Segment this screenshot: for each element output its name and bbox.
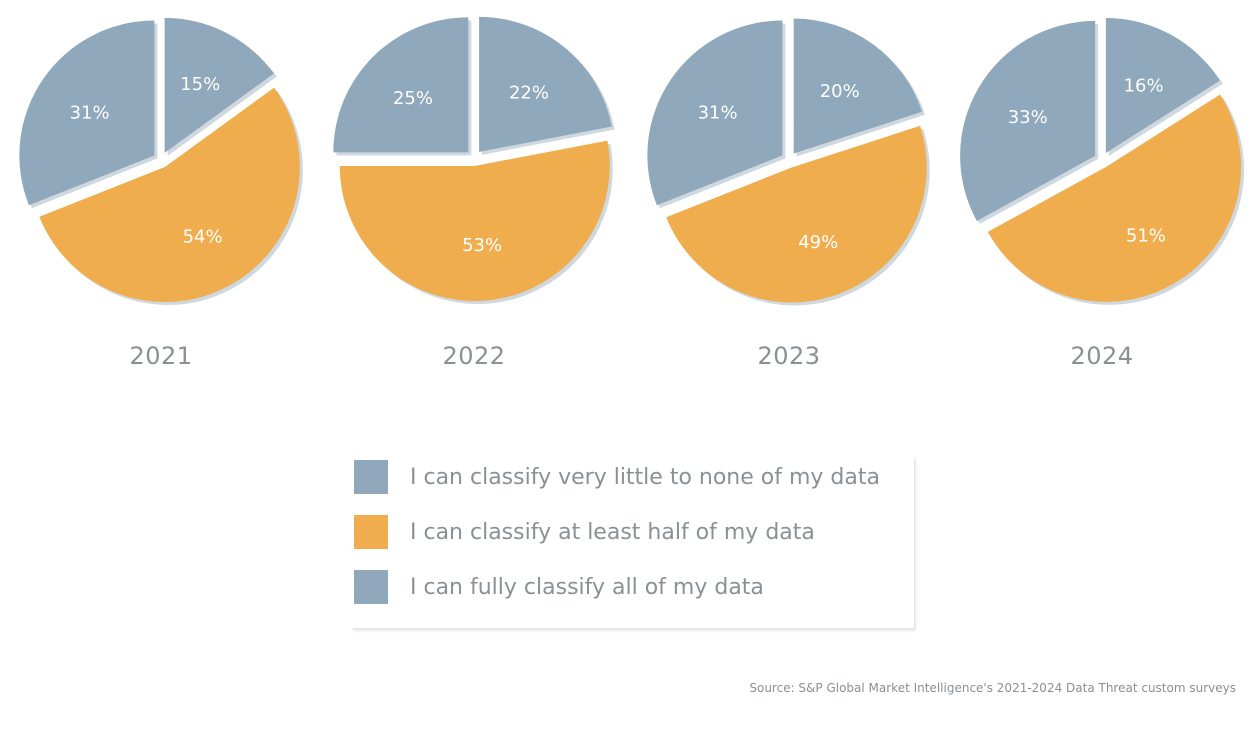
slice-label-2023-fully: 20% [820, 81, 860, 102]
pie-chart-2022: 22% 53% 25% [333, 16, 615, 304]
source-note: Source: S&P Global Market Intelligence's… [749, 681, 1236, 695]
pie-chart-2024: 16% 51% 33% [960, 17, 1245, 305]
pie-slice-2022-fully [479, 16, 612, 152]
legend-label-fully: I can fully classify all of my data [410, 574, 764, 600]
pie-slice-2021-fully [164, 17, 274, 153]
slice-label-2021-half: 54% [183, 227, 223, 248]
legend-swatch-fully [354, 570, 388, 604]
pie-chart-2023: 20% 49% 31% [647, 18, 930, 306]
pie-slice-2024-fully [1105, 17, 1220, 153]
slice-label-2023-half: 49% [798, 232, 838, 253]
legend-item-fully: I can fully classify all of my data [354, 570, 764, 604]
pie-slice-2023-fully [793, 18, 923, 154]
legend-swatch-at-least-half [354, 515, 388, 549]
pie-slice-2024-little [960, 20, 1096, 221]
pie-slice-2021-half [39, 87, 300, 302]
legend-item-at-least-half: I can classify at least half of my data [354, 515, 815, 549]
slice-label-2022-half: 53% [462, 235, 502, 256]
pie-charts: 15% 54% 31% 22% 53% 25% 20% 49% 31% 16% 51% 33% [19, 16, 1245, 306]
slice-label-2023-little: 31% [698, 103, 738, 124]
slice-label-2024-fully: 16% [1124, 75, 1164, 96]
pie-slice-2023-half [666, 125, 927, 303]
slice-label-2024-half: 51% [1126, 225, 1166, 246]
pie-chart-2021: 15% 54% 31% [19, 17, 303, 305]
pie-slice-2023-little [647, 20, 783, 206]
year-label-2023: 2023 [757, 342, 821, 370]
pie-slice-2022-little [333, 17, 469, 153]
legend-label-very-little: I can classify very little to none of my… [410, 464, 880, 490]
legend-label-at-least-half: I can classify at least half of my data [410, 519, 815, 545]
slice-label-2022-little: 25% [393, 88, 433, 109]
year-label-2021: 2021 [129, 342, 193, 370]
legend: I can classify very little to none of my… [352, 458, 915, 629]
legend-item-very-little: I can classify very little to none of my… [354, 460, 880, 494]
legend-swatch-very-little [354, 460, 388, 494]
year-label-2022: 2022 [442, 342, 506, 370]
pie-slice-2021-little [19, 20, 155, 206]
year-label-2024: 2024 [1070, 342, 1134, 370]
slice-label-2021-fully: 15% [180, 74, 220, 95]
slice-label-2021-little: 31% [70, 103, 110, 124]
pie-slice-2022-half [339, 140, 610, 301]
slice-label-2024-little: 33% [1008, 107, 1048, 128]
slice-label-2022-fully: 22% [509, 83, 549, 104]
pie-slice-2024-half [987, 94, 1242, 302]
